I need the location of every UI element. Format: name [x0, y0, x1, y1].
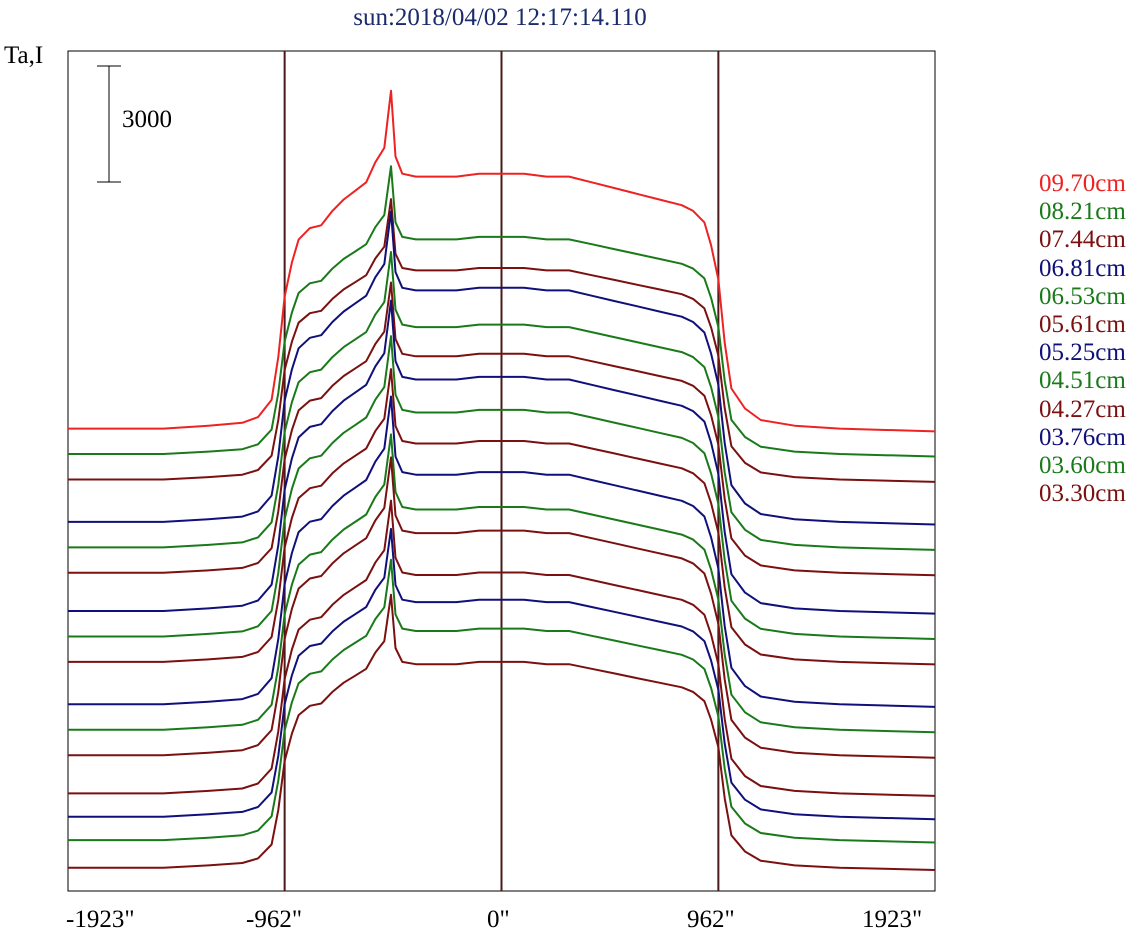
- series-line: [68, 558, 936, 844]
- x-tick-label: 1923": [862, 906, 923, 933]
- series-line: [68, 395, 936, 708]
- series-line: [68, 210, 936, 526]
- series-line: [68, 165, 936, 458]
- x-tick-label: 962": [687, 906, 735, 933]
- series-line: [68, 527, 936, 821]
- x-tick-label: -962": [246, 906, 303, 933]
- series-line: [68, 368, 936, 666]
- series-line: [68, 433, 936, 734]
- x-tick-label: 0": [487, 906, 510, 933]
- series-line: [68, 281, 936, 577]
- legend-item: 04.51cm: [1039, 367, 1126, 395]
- legend-item: 07.44cm: [1039, 226, 1126, 254]
- legend-item: 04.27cm: [1039, 395, 1126, 423]
- legend-item: 03.30cm: [1039, 480, 1126, 508]
- legend-item: 06.53cm: [1039, 282, 1126, 310]
- series-line: [68, 335, 936, 640]
- legend-item: 05.61cm: [1039, 311, 1126, 339]
- series-line: [68, 251, 936, 551]
- chart-title: sun:2018/04/02 12:17:14.110: [353, 4, 647, 31]
- series-line: [68, 299, 936, 615]
- series-line: [68, 499, 936, 797]
- y-axis-label: Ta,I: [4, 42, 44, 69]
- series-layer: [68, 89, 936, 871]
- legend: 09.70cm 08.21cm 07.44cm 06.81cm 06.53cm 05.61…: [1039, 170, 1126, 508]
- series-line: [68, 456, 936, 759]
- legend-item: 09.70cm: [1039, 170, 1126, 197]
- legend-item: 03.60cm: [1039, 452, 1126, 480]
- legend-item: 05.25cm: [1039, 339, 1126, 367]
- scale-bar-label: 3000: [122, 106, 172, 133]
- scale-bar: [97, 65, 121, 183]
- x-tick-label: -1923": [66, 906, 135, 933]
- series-line: [68, 593, 936, 871]
- series-line: [68, 198, 936, 483]
- legend-item: 03.76cm: [1039, 423, 1126, 451]
- series-line: [68, 89, 936, 433]
- vertical-lines: [283, 51, 720, 891]
- legend-item: 08.21cm: [1039, 198, 1126, 226]
- legend-item: 06.81cm: [1039, 254, 1126, 282]
